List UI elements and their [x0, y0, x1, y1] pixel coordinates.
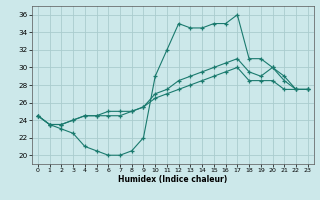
X-axis label: Humidex (Indice chaleur): Humidex (Indice chaleur)	[118, 175, 228, 184]
